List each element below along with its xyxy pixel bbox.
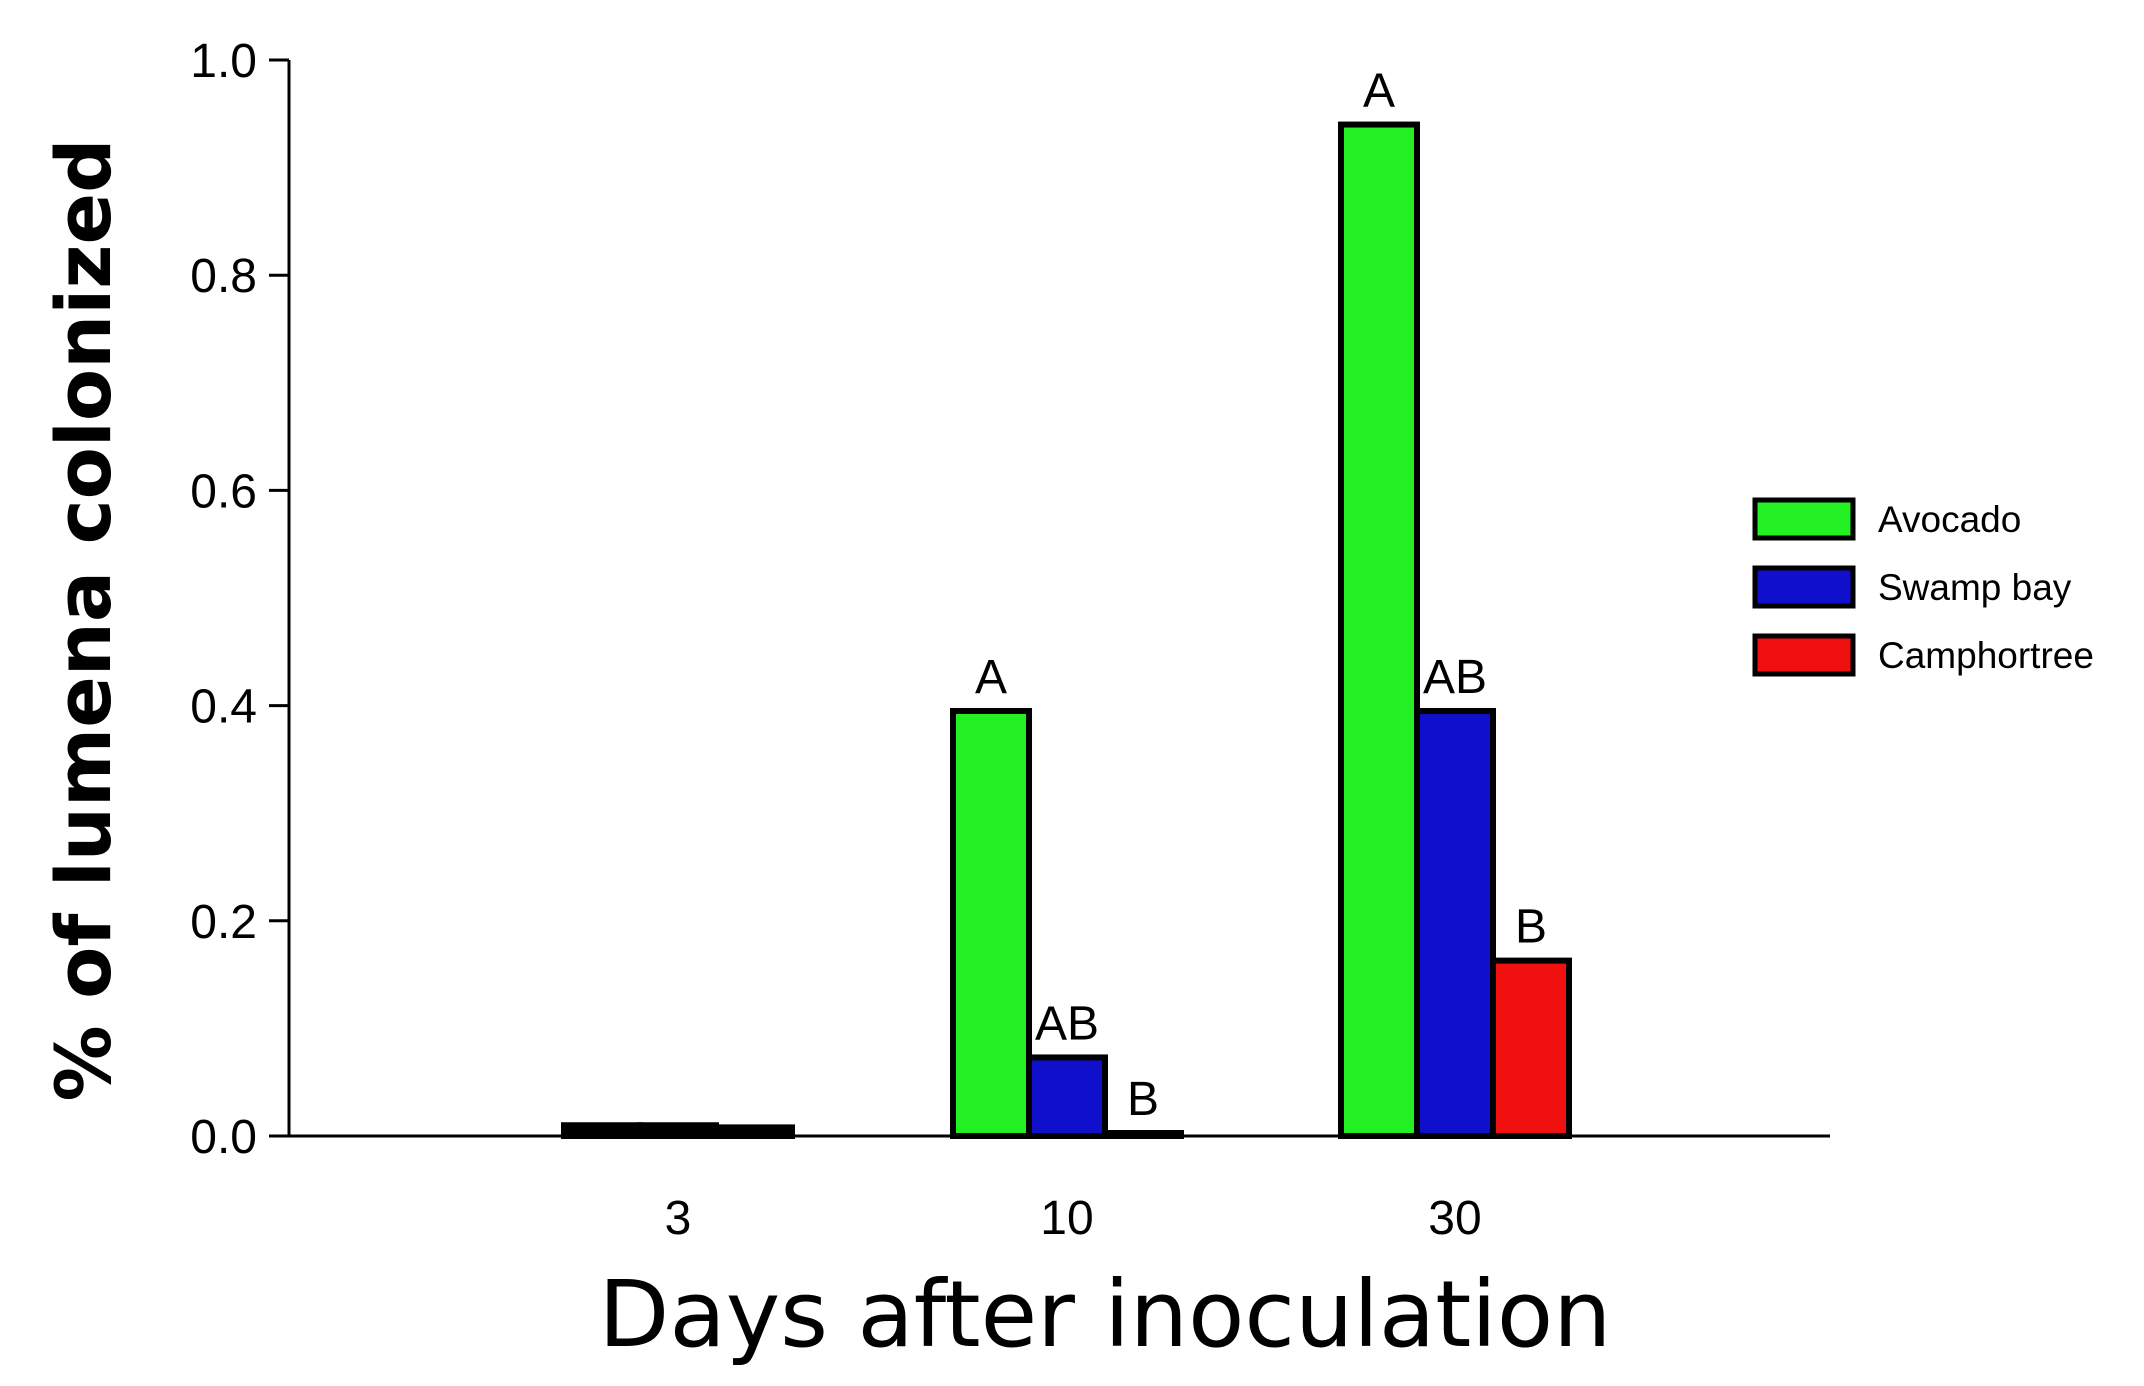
x-ticks: 3 10 30 — [665, 1192, 1482, 1245]
axes — [287, 60, 1830, 1138]
x-tick-label: 30 — [1428, 1192, 1481, 1245]
legend-label: Camphortree — [1878, 635, 2094, 676]
bar-significance-label: AB — [1423, 651, 1487, 704]
bar-significance-label: AB — [1035, 997, 1099, 1050]
bars — [561, 121, 1572, 1140]
y-tick-label: 0.0 — [190, 1111, 257, 1164]
legend: Avocado Swamp bay Camphortree — [1752, 497, 2094, 677]
y-tick-label: 0.6 — [190, 465, 257, 518]
bar — [713, 1124, 795, 1139]
x-tick-label: 3 — [665, 1192, 692, 1245]
y-tick-label: 0.8 — [190, 250, 257, 303]
bar — [1338, 121, 1420, 1139]
legend-swatch — [1752, 633, 1856, 677]
y-axis-label: % of lumena colonized — [39, 139, 128, 1102]
legend-swatch — [1752, 565, 1856, 609]
bar-significance-label: B — [1127, 1073, 1159, 1126]
legend-label: Avocado — [1878, 499, 2021, 540]
significance-labels: A A AB AB B B — [975, 65, 1547, 1126]
y-tick-label: 0.4 — [190, 681, 257, 734]
y-ticks: 0.0 0.2 0.4 0.6 0.8 1.0 — [190, 35, 289, 1164]
bar — [561, 1122, 643, 1139]
bar-significance-label: A — [1363, 65, 1395, 118]
bar-significance-label: B — [1515, 901, 1547, 954]
bar — [950, 707, 1032, 1139]
bar — [1490, 957, 1572, 1139]
bar — [1102, 1130, 1184, 1139]
bar — [1414, 707, 1496, 1139]
bar-significance-label: A — [975, 651, 1007, 704]
legend-swatch — [1752, 497, 1856, 541]
x-axis-label: Days after inoculation — [599, 1261, 1612, 1368]
y-tick-label: 1.0 — [190, 35, 257, 88]
x-tick-label: 10 — [1040, 1192, 1093, 1245]
bar — [1026, 1054, 1108, 1140]
bar — [637, 1122, 719, 1139]
legend-label: Swamp bay — [1878, 567, 2072, 608]
y-tick-label: 0.2 — [190, 896, 257, 949]
